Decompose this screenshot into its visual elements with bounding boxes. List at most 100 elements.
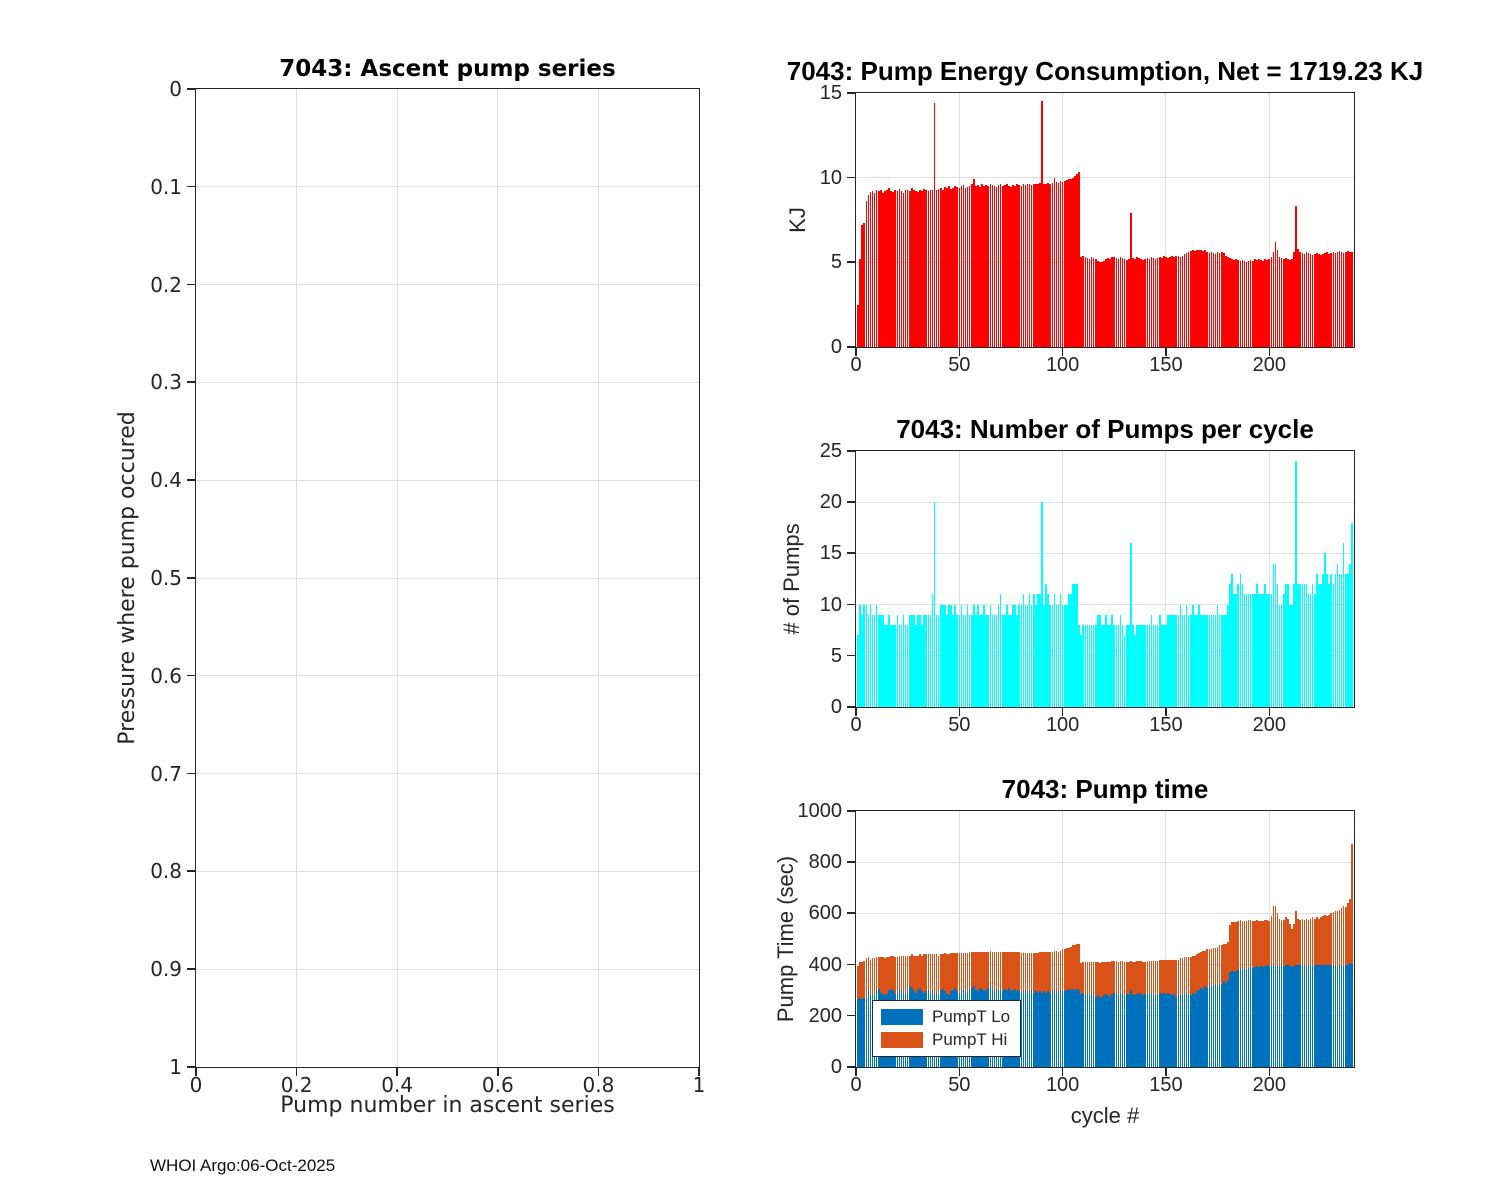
y-gridline: [196, 577, 699, 579]
bar: [1338, 573, 1341, 707]
bar-lo: [1324, 964, 1326, 1067]
bar-hi: [931, 954, 934, 992]
bar: [1204, 250, 1207, 347]
bar: [1268, 594, 1271, 707]
bar: [1043, 604, 1045, 707]
bar-lo: [1032, 992, 1035, 1067]
bar: [1295, 461, 1297, 707]
x-tick-label: 50: [948, 354, 971, 376]
bar: [1101, 261, 1103, 347]
bar: [1214, 253, 1217, 347]
bar: [1144, 258, 1147, 347]
bar: [1177, 614, 1180, 707]
bar-hi: [1165, 959, 1167, 995]
y-tick: [847, 603, 855, 606]
bar-hi: [1096, 962, 1099, 996]
bar-lo: [1084, 994, 1087, 1067]
bar: [1105, 614, 1107, 707]
bar-hi: [995, 951, 998, 989]
bar-hi: [1291, 928, 1293, 968]
y-tick-label: 0.6: [150, 663, 182, 688]
bar: [1318, 584, 1320, 707]
y-tick: [847, 1014, 855, 1017]
bar-lo: [1026, 992, 1029, 1067]
y-gridline: [856, 655, 1354, 657]
bar: [1245, 594, 1248, 707]
bar-hi: [1287, 918, 1289, 965]
bar: [1018, 604, 1021, 707]
bar: [1158, 614, 1161, 707]
bar: [1289, 604, 1291, 707]
bar-hi: [929, 954, 932, 993]
x-tick: [1165, 348, 1167, 356]
bar: [1014, 604, 1016, 707]
bar: [904, 625, 907, 707]
bar: [975, 186, 977, 347]
bar-hi: [1121, 960, 1124, 995]
y-gridline: [196, 968, 699, 970]
bar-hi: [1274, 905, 1277, 966]
y-tick: [187, 1066, 195, 1068]
bar-hi: [999, 951, 1002, 991]
bar-hi: [1247, 919, 1250, 969]
bar: [1078, 171, 1080, 347]
bar-hi: [1109, 962, 1111, 997]
bar: [879, 614, 882, 707]
bar-lo: [1057, 992, 1060, 1067]
bar-hi: [1142, 962, 1145, 996]
y-tick-label: 0: [830, 1056, 842, 1078]
bar: [1146, 258, 1149, 347]
y-tick: [187, 577, 195, 579]
bar: [1047, 594, 1049, 707]
bar: [1262, 594, 1264, 707]
x-tick-label: 150: [1149, 354, 1183, 376]
bar: [997, 604, 1000, 707]
x-tick-label: 0: [850, 714, 862, 736]
y-tick: [847, 92, 855, 94]
bar-lo: [1028, 991, 1031, 1067]
bar-hi: [906, 955, 909, 993]
y-tick-label: 15: [819, 542, 842, 565]
bar: [877, 191, 880, 347]
bar-hi: [1295, 910, 1297, 965]
bar: [1254, 594, 1256, 707]
bar-lo: [1340, 964, 1343, 1067]
bar: [1287, 584, 1289, 707]
y-tick: [187, 968, 195, 970]
bar: [1063, 604, 1066, 707]
bar-lo: [1121, 994, 1124, 1067]
bar: [993, 614, 996, 707]
energy-plot: 0 5 10 15 0 50 100 150 200: [820, 82, 1355, 376]
bar: [1181, 255, 1184, 347]
bar-hi: [1340, 908, 1343, 965]
bar: [861, 614, 863, 707]
bar-hi: [1293, 923, 1295, 966]
bar: [1264, 258, 1266, 347]
bar: [1113, 625, 1116, 707]
bar-hi: [1249, 919, 1252, 968]
bar: [933, 502, 936, 707]
bar: [1032, 184, 1035, 347]
bar: [908, 191, 911, 347]
x-tick: [497, 1068, 499, 1076]
bar: [1059, 181, 1062, 347]
bar-lo: [1295, 964, 1297, 1067]
bar: [1220, 252, 1223, 347]
bar-lo: [1318, 964, 1320, 1067]
bar: [1057, 182, 1060, 347]
bar-hi: [1103, 962, 1105, 996]
bar: [892, 192, 894, 347]
bar: [956, 614, 959, 707]
bar-lo: [1280, 964, 1283, 1067]
bar-lo: [1305, 964, 1308, 1067]
bar: [946, 187, 948, 347]
bar-hi: [1080, 963, 1083, 995]
bar: [1130, 543, 1132, 707]
bar: [1309, 594, 1312, 707]
bar-hi: [873, 958, 876, 996]
bar: [1068, 594, 1070, 707]
bar-hi: [1082, 962, 1085, 993]
bar-hi: [1289, 923, 1291, 966]
bar: [1293, 252, 1295, 347]
bar-lo: [1099, 997, 1101, 1067]
